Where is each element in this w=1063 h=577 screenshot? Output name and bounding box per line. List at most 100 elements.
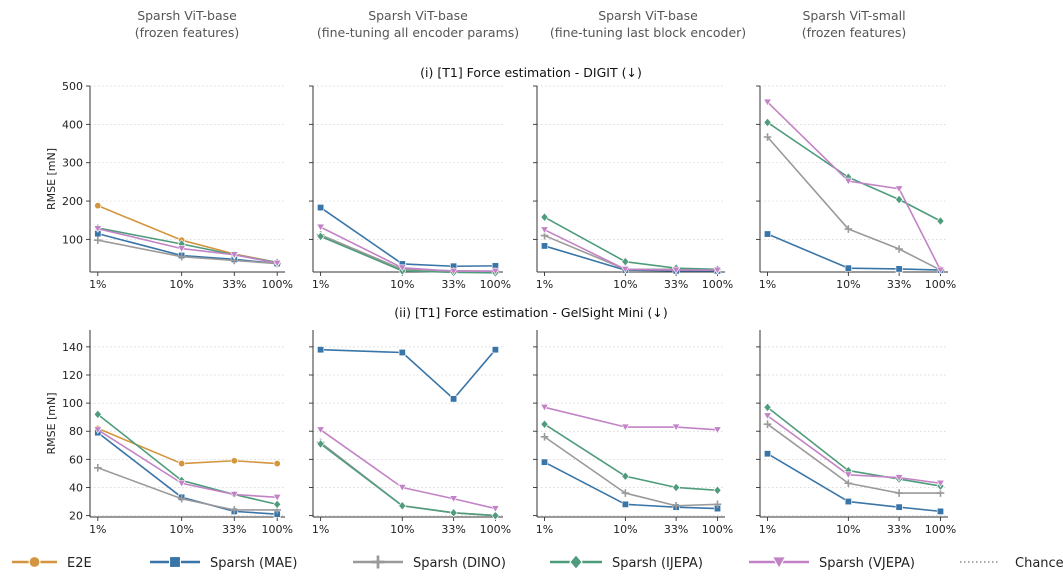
x-tick-label: 33% [664,523,688,536]
data-point [178,460,186,468]
panel-r2-c2: 1% 10% 33% 100% [309,330,511,536]
y-tick-label: 500 [62,80,83,93]
y-axis-label: RMSE [mN] [45,148,58,210]
data-point [844,177,853,186]
column-title-2-line-1: Sparsh ViT-base [368,8,468,23]
data-point [229,251,239,259]
data-point [230,506,239,514]
data-point [844,498,852,506]
data-point [763,98,772,107]
data-point [671,266,681,275]
data-point [93,225,103,233]
series-line [544,234,718,271]
panel-r2-c3: 1% 10% 33% 100% [533,330,733,536]
x-tick-label: 100% [925,523,956,536]
x-tick-label: 10% [836,278,860,291]
data-point [621,423,630,432]
x-tick-label: 1% [536,523,553,536]
legend: E2E Sparsh (MAE) Sparsh (DINO) Sparsh (IJEP… [12,554,1063,571]
data-point [94,202,102,210]
x-tick-label: 33% [441,523,465,536]
data-point [272,494,282,502]
data-point [177,479,186,488]
x-tick-label: 33% [441,278,465,291]
data-point [713,500,722,509]
data-point [540,212,549,222]
series-line [544,423,718,492]
series-line [97,413,278,506]
data-point [449,495,458,503]
legend-item-4: Sparsh (IJEPA) [550,554,703,571]
legend-marker [371,555,385,569]
series-line [320,429,496,510]
legend-item-6: Chance [960,556,1063,571]
series-line [320,226,496,273]
series-line [320,443,496,517]
titles-layer: Sparsh ViT-base (frozen features) Sparsh V… [135,8,906,320]
x-tick-label: 33% [664,278,688,291]
legend-item-1: E2E [12,556,92,571]
x-tick-label: 100% [480,523,511,536]
data-point [316,231,325,241]
legend-item-5: Sparsh (VJEPA) [749,556,915,571]
x-tick-label: 10% [613,278,637,291]
series-line [767,233,941,271]
y-tick-label: 100 [62,233,83,246]
series-line [97,204,278,264]
data-point [936,507,944,515]
data-point [763,402,772,412]
x-tick-label: 100% [925,278,956,291]
data-point [844,479,853,488]
data-point [621,500,629,508]
data-point [713,426,722,435]
data-point [491,505,500,513]
x-tick-label: 10% [169,278,193,291]
data-point [764,230,772,238]
row-title-2: (ii) [T1] Force estimation - GelSight Mi… [394,305,667,320]
data-point [93,409,102,420]
data-point [272,259,282,268]
column-title-1-line-1: Sparsh ViT-base [137,8,237,23]
data-point [621,266,630,274]
x-tick-label: 1% [759,278,776,291]
row-title-1: (i) [T1] Force estimation - DIGIT (↓) [420,65,642,80]
x-tick-label: 10% [169,523,193,536]
x-tick-label: 1% [89,278,106,291]
data-point [895,503,903,511]
column-title-2-line-2: (fine-tuning all encoder params) [317,25,519,40]
data-point [317,204,325,212]
series-line [544,245,718,272]
series-line [544,216,718,271]
y-tick-label: 40 [69,481,83,494]
data-point [273,499,282,510]
x-tick-label: 33% [887,278,911,291]
x-tick-label: 33% [887,523,911,536]
data-point [316,223,325,232]
panel-r2-c4: 1% 10% 33% 100% [756,330,956,536]
x-tick-label: 10% [390,523,414,536]
y-tick-label: 200 [62,195,83,208]
data-point [94,236,102,244]
data-point [936,266,945,275]
y-tick-label: 100 [62,397,83,410]
y-tick-label: 140 [62,341,83,354]
legend-label: E2E [67,556,92,571]
panel-r1-c1: 100 200 300 400 500 1% 10% 33% 100% RMSE [mN] [45,80,293,291]
data-point [317,346,325,354]
x-tick-label: 10% [613,523,637,536]
x-tick-label: 100% [702,523,733,536]
y-tick-label: 80 [69,425,83,438]
series-line [97,227,278,264]
y-tick-label: 60 [69,453,83,466]
panel-r1-c4: 1% 10% 33% 100% [756,85,956,291]
data-point [763,117,772,128]
y-tick-label: 400 [62,118,83,131]
data-point [491,346,499,354]
data-point [763,420,772,429]
series-line [320,348,497,400]
data-point [398,348,406,356]
series-line [544,436,718,507]
column-title-4-line-2: (frozen features) [802,25,906,40]
data-point [894,185,904,193]
